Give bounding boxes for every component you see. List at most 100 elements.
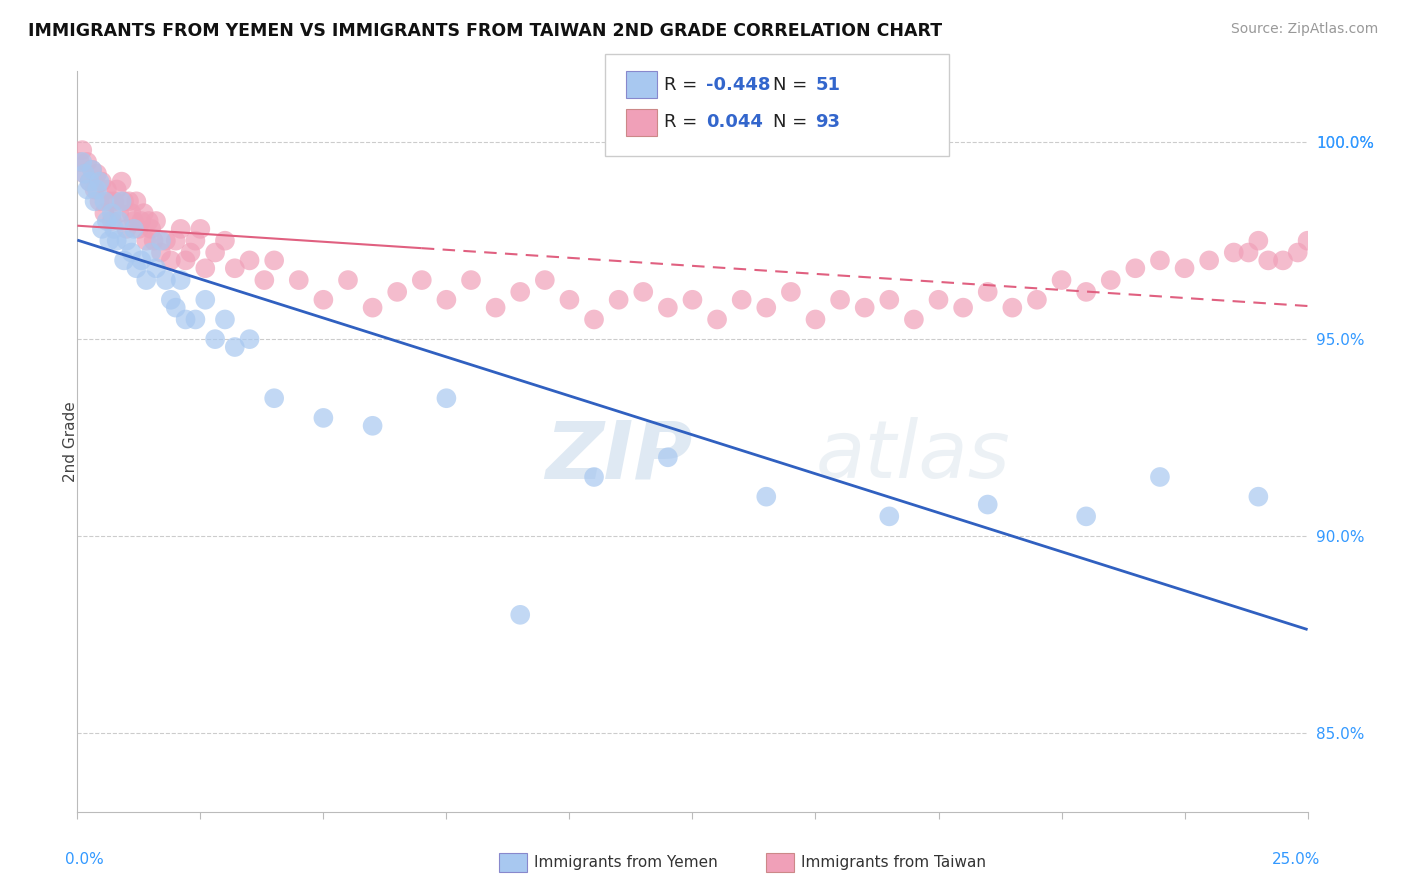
Point: [82, 162, 104, 177]
Point: [194, 261, 217, 276]
Point: [184, 312, 207, 326]
Point: [76, 182, 98, 196]
Point: [89, 175, 111, 189]
Point: [1223, 245, 1246, 260]
Point: [214, 312, 236, 326]
Point: [204, 245, 226, 260]
Point: [111, 175, 132, 189]
Point: [96, 214, 118, 228]
Point: [90, 222, 114, 236]
Point: [101, 206, 124, 220]
Point: [138, 214, 160, 228]
Point: [150, 234, 173, 248]
Point: [174, 253, 197, 268]
Point: [1174, 261, 1197, 276]
Point: [128, 222, 150, 236]
Point: [122, 222, 145, 236]
Point: [1296, 234, 1319, 248]
Point: [903, 312, 925, 326]
Point: [288, 273, 311, 287]
Point: [830, 293, 852, 307]
Point: [125, 194, 148, 209]
Point: [129, 253, 153, 268]
Point: [101, 214, 124, 228]
Point: [96, 182, 118, 196]
Point: [977, 498, 1000, 512]
Point: [509, 607, 531, 622]
Point: [93, 194, 115, 209]
Text: N =: N =: [773, 76, 813, 94]
Point: [165, 234, 187, 248]
Point: [82, 162, 104, 177]
Point: [79, 175, 101, 189]
Point: [204, 332, 226, 346]
Point: [1026, 293, 1049, 307]
Point: [361, 418, 384, 433]
Point: [1125, 261, 1147, 276]
Point: [928, 293, 950, 307]
Point: [76, 155, 98, 169]
Point: [755, 301, 778, 315]
Text: atlas: atlas: [815, 417, 1011, 495]
Point: [485, 301, 508, 315]
Point: [111, 194, 132, 209]
Text: 93: 93: [815, 113, 841, 131]
Point: [1247, 490, 1270, 504]
Point: [155, 234, 177, 248]
Point: [706, 312, 728, 326]
Point: [132, 206, 155, 220]
Point: [155, 273, 177, 287]
Point: [1198, 253, 1220, 268]
Point: [853, 301, 876, 315]
Point: [977, 285, 1000, 299]
Point: [583, 312, 606, 326]
Point: [1076, 285, 1098, 299]
Point: [170, 222, 193, 236]
Point: [1286, 245, 1309, 260]
Text: 0.0%: 0.0%: [65, 853, 104, 867]
Point: [70, 143, 93, 157]
Point: [239, 253, 262, 268]
Point: [145, 261, 167, 276]
Point: [657, 450, 679, 465]
Point: [1237, 245, 1260, 260]
Point: [312, 411, 335, 425]
Point: [108, 206, 131, 220]
Point: [115, 234, 138, 248]
Point: [1272, 253, 1295, 268]
Point: [135, 234, 157, 248]
Point: [103, 222, 125, 236]
Point: [79, 175, 101, 189]
Point: [1149, 470, 1171, 484]
Point: [755, 490, 778, 504]
Point: [361, 301, 384, 315]
Point: [558, 293, 581, 307]
Point: [180, 245, 202, 260]
Text: -0.448: -0.448: [706, 76, 770, 94]
Point: [115, 222, 138, 236]
Point: [312, 293, 335, 307]
Point: [879, 509, 901, 524]
Point: [731, 293, 754, 307]
Point: [1001, 301, 1024, 315]
Point: [1257, 253, 1279, 268]
Point: [657, 301, 679, 315]
Point: [121, 245, 143, 260]
Point: [1099, 273, 1122, 287]
Point: [188, 222, 212, 236]
Point: [135, 273, 157, 287]
Point: [125, 261, 148, 276]
Point: [142, 234, 165, 248]
Point: [145, 214, 167, 228]
Point: [583, 470, 606, 484]
Point: [607, 293, 630, 307]
Text: Immigrants from Yemen: Immigrants from Yemen: [534, 855, 718, 870]
Point: [105, 182, 128, 196]
Point: [1050, 273, 1073, 287]
Point: [112, 253, 135, 268]
Point: [69, 155, 91, 169]
Point: [879, 293, 901, 307]
Point: [804, 312, 827, 326]
Point: [105, 234, 128, 248]
Point: [160, 293, 183, 307]
